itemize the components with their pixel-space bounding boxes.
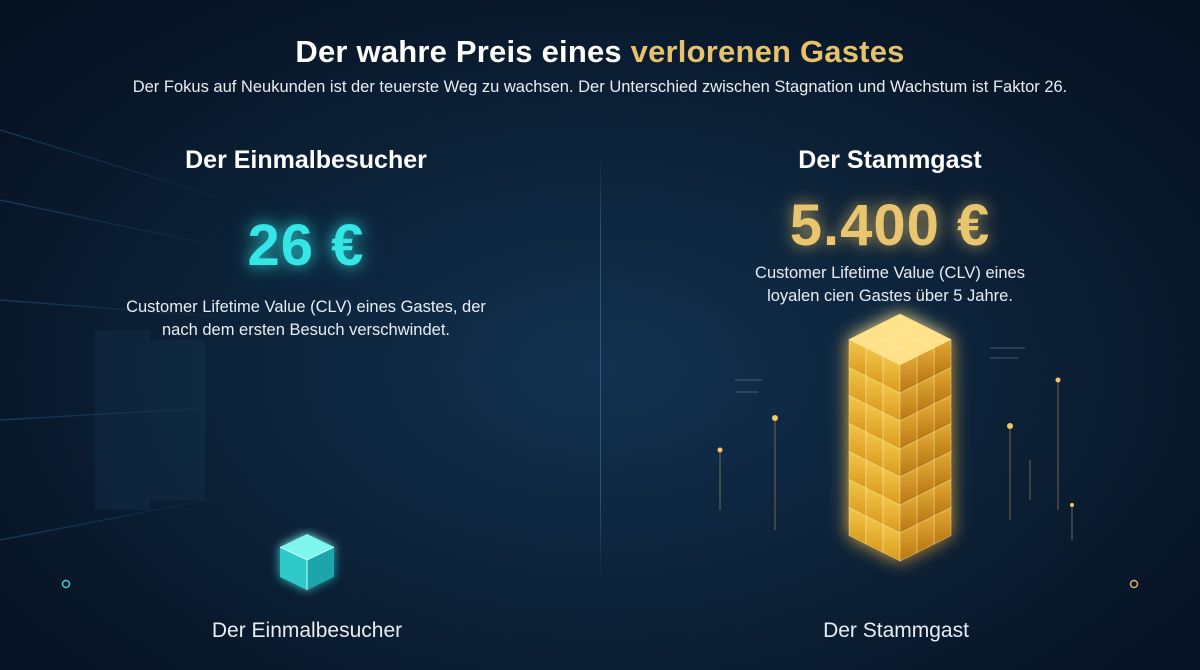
left-description-line1: Customer Lifetime Value (CLV) eines Gast… xyxy=(126,298,486,316)
right-description-line1: Customer Lifetime Value (CLV) eines xyxy=(755,264,1025,282)
timeline-start-dot xyxy=(61,579,71,589)
left-description: Customer Lifetime Value (CLV) eines Gast… xyxy=(96,296,516,342)
cube-stack-icon xyxy=(717,313,1074,562)
left-bottom-label: Der Einmalbesucher xyxy=(211,619,403,642)
title-main: Der wahre Preis eines xyxy=(295,34,631,69)
right-bottom-label: Der Stammgast xyxy=(823,619,969,642)
right-heading: Der Stammgast xyxy=(798,146,982,174)
left-heading: Der Einmalbesucher xyxy=(185,146,427,174)
gold-cube xyxy=(882,347,918,394)
single-cube-icon xyxy=(279,534,335,590)
right-value: 5.400 € xyxy=(789,193,991,258)
page-subtitle: Der Fokus auf Neukunden ist der teuerste… xyxy=(132,78,1068,96)
page-title: Der wahre Preis eines verlorenen Gastes xyxy=(0,34,1200,70)
timeline-baseline xyxy=(61,579,1139,589)
title-accent: verlorenen Gastes xyxy=(630,34,905,69)
timeline-end-dot xyxy=(1129,579,1139,589)
left-description-line2: nach dem ersten Besuch verschwindet. xyxy=(162,321,450,339)
left-value: 26 € xyxy=(247,213,365,278)
right-description: Customer Lifetime Value (CLV) eines loya… xyxy=(680,262,1100,308)
right-description-line2: loyalen cien Gastes über 5 Jahre. xyxy=(767,287,1013,305)
column-divider xyxy=(600,150,601,582)
